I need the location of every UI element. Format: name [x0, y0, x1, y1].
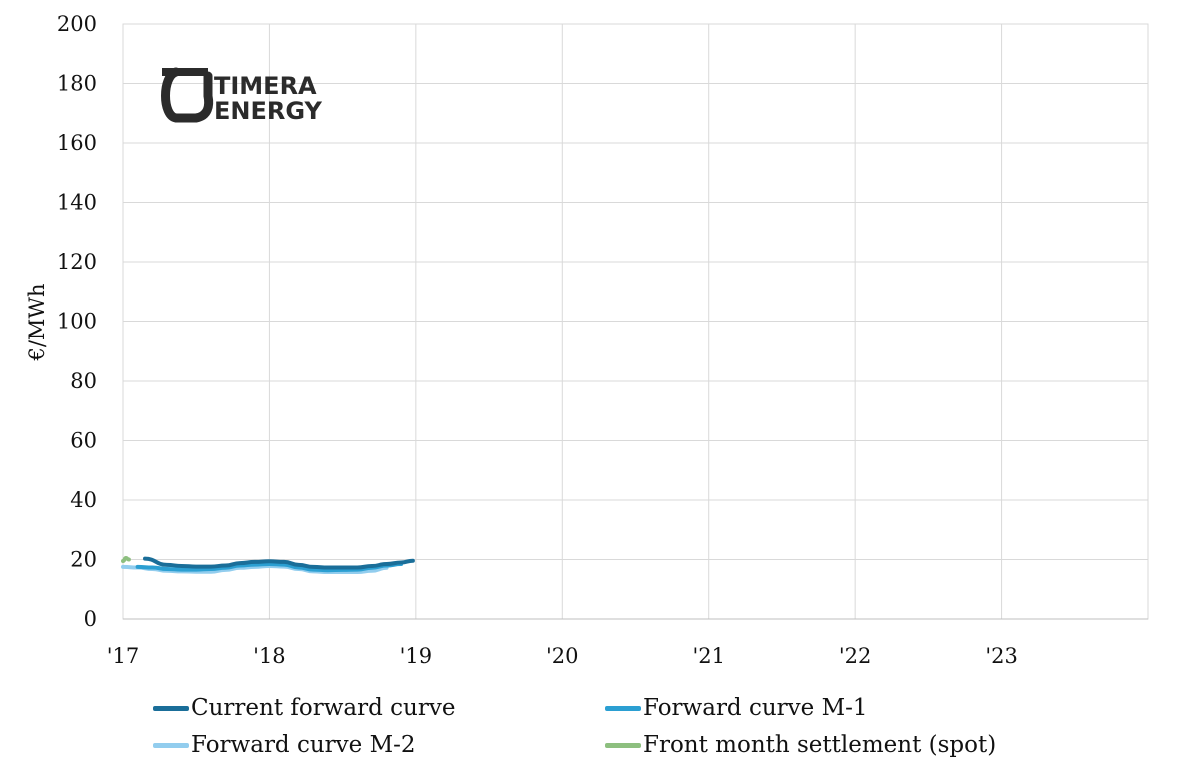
- logo-text-line1: TIMERA: [214, 72, 317, 100]
- legend-item-front-month-settlement: Front month settlement (spot): [605, 727, 996, 763]
- legend-label: Forward curve M-2: [191, 732, 416, 758]
- legend-item-forward-curve-m1: Forward curve M-1: [605, 690, 868, 726]
- timera-logo-icon: [161, 67, 214, 123]
- y-tick-label: 40: [70, 488, 97, 512]
- y-tick-label: 60: [70, 429, 97, 453]
- chart-series: [121, 555, 415, 574]
- y-tick-label: 120: [57, 250, 97, 274]
- chart-legend: Current forward curve Forward curve M-1 …: [150, 690, 1050, 762]
- y-tick-label: 20: [70, 548, 97, 572]
- x-tick-label: '23: [985, 644, 1018, 668]
- y-axis-ticks: 0 20 40 60 80 100 120 140 160 180 200: [57, 12, 97, 631]
- legend-swatch-spot: [605, 742, 641, 748]
- legend-label: Forward curve M-1: [643, 695, 868, 721]
- y-tick-label: 80: [70, 369, 97, 393]
- chart-canvas: 0 20 40 60 80 100 120 140 160 180 200 '17 '18 '19 '20…: [25, 12, 1149, 668]
- y-tick-label: 0: [84, 607, 97, 631]
- x-tick-label: '18: [253, 644, 286, 668]
- y-tick-label: 200: [57, 12, 97, 36]
- legend-swatch-current: [153, 705, 189, 711]
- series-line-current-forward-curve: [143, 556, 415, 570]
- legend-swatch-m1: [605, 705, 641, 711]
- legend-label: Current forward curve: [191, 695, 456, 721]
- x-tick-label: '21: [692, 644, 725, 668]
- y-tick-label: 160: [57, 131, 97, 155]
- legend-swatch-m2: [153, 742, 189, 748]
- series-line-forward-curve-m-1: [135, 561, 404, 573]
- x-tick-label: '22: [839, 644, 872, 668]
- logo-text-line2: ENERGY: [214, 97, 323, 125]
- legend-item-forward-curve-m2: Forward curve M-2: [153, 727, 416, 763]
- y-tick-label: 180: [57, 72, 97, 96]
- series-line-front-month-settlement-spot: [121, 555, 131, 563]
- y-axis-label: €/MWh: [25, 283, 49, 361]
- x-tick-label: '20: [546, 644, 579, 668]
- chart-grid: [122, 23, 1149, 620]
- y-tick-label: 140: [57, 191, 97, 215]
- logo: TIMERA ENERGY: [161, 67, 323, 125]
- legend-label: Front month settlement (spot): [643, 732, 997, 758]
- y-tick-label: 100: [57, 310, 97, 334]
- x-tick-label: '19: [400, 644, 433, 668]
- x-axis-ticks: '17 '18 '19 '20 '21 '22 '23: [107, 644, 1018, 668]
- x-tick-label: '17: [107, 644, 140, 668]
- legend-item-current-forward-curve: Current forward curve: [153, 690, 455, 726]
